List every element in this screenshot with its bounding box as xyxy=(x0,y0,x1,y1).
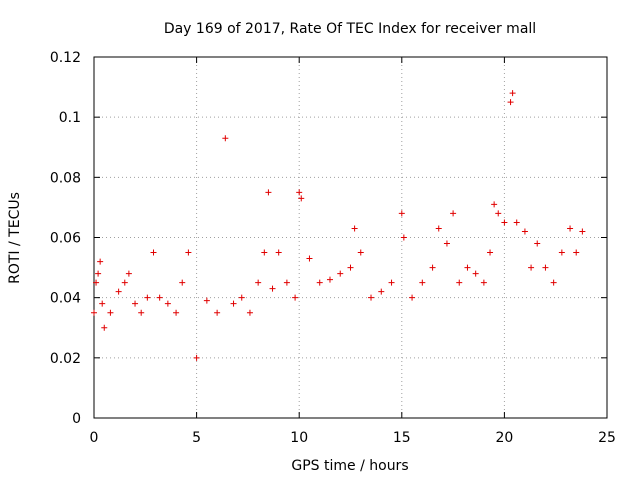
data-point xyxy=(507,99,514,106)
data-point xyxy=(464,264,471,271)
y-tick-label: 0.1 xyxy=(59,110,81,126)
chart-title: Day 169 of 2017, Rate Of TEC Index for r… xyxy=(164,21,536,37)
data-point xyxy=(579,228,586,235)
data-point xyxy=(316,279,323,286)
data-point xyxy=(429,264,436,271)
data-point xyxy=(419,279,426,286)
data-point xyxy=(101,324,108,331)
grid-lines xyxy=(94,57,607,418)
data-point xyxy=(480,279,487,286)
data-point xyxy=(179,279,186,286)
data-points xyxy=(91,90,586,361)
data-point xyxy=(214,309,221,316)
x-tick-label: 10 xyxy=(290,430,308,446)
data-point xyxy=(378,288,385,295)
data-point xyxy=(368,294,375,301)
data-point xyxy=(306,255,313,262)
data-point xyxy=(409,294,416,301)
data-point xyxy=(292,294,299,301)
y-tick-label: 0 xyxy=(72,411,81,427)
data-point xyxy=(567,225,574,232)
data-point xyxy=(255,279,262,286)
y-axis-label: ROTI / TECUs xyxy=(7,192,23,284)
x-tick-label: 15 xyxy=(393,430,411,446)
data-point xyxy=(326,276,333,283)
data-point xyxy=(472,270,479,277)
data-point xyxy=(203,297,210,304)
x-axis-label: GPS time / hours xyxy=(291,458,408,474)
y-tick-label: 0.08 xyxy=(50,170,81,186)
data-point xyxy=(534,240,541,247)
data-point xyxy=(487,249,494,256)
data-point xyxy=(222,135,229,142)
data-point xyxy=(150,249,157,256)
x-tick-label: 0 xyxy=(90,430,99,446)
data-point xyxy=(509,90,516,97)
data-point xyxy=(132,300,139,307)
data-point xyxy=(156,294,163,301)
data-point xyxy=(435,225,442,232)
data-point xyxy=(265,189,272,196)
data-point xyxy=(91,309,97,316)
data-point xyxy=(125,270,132,277)
y-tick-label: 0.12 xyxy=(50,50,81,66)
data-point xyxy=(246,309,253,316)
data-point xyxy=(521,228,528,235)
data-point xyxy=(298,195,305,202)
data-point xyxy=(501,219,508,226)
data-point xyxy=(351,225,358,232)
data-point xyxy=(97,258,104,265)
data-point xyxy=(443,240,450,247)
data-point xyxy=(107,309,114,316)
data-point xyxy=(93,279,100,286)
data-point xyxy=(275,249,282,256)
data-point xyxy=(337,270,344,277)
data-point xyxy=(558,249,565,256)
data-point xyxy=(238,294,245,301)
data-point xyxy=(115,288,122,295)
data-point xyxy=(173,309,180,316)
data-point xyxy=(121,279,128,286)
data-point xyxy=(269,285,276,292)
data-point xyxy=(347,264,354,271)
data-point xyxy=(261,249,268,256)
data-point xyxy=(573,249,580,256)
data-point xyxy=(491,201,498,208)
data-point xyxy=(193,354,200,361)
y-tick-label: 0.06 xyxy=(50,231,81,247)
data-point xyxy=(495,210,502,217)
data-point xyxy=(95,270,102,277)
data-point xyxy=(550,279,557,286)
data-point xyxy=(283,279,290,286)
y-axis-ticks: 0 0.02 0.04 0.06 0.08 0.1 0.12 xyxy=(50,50,607,427)
data-point xyxy=(388,279,395,286)
y-tick-label: 0.04 xyxy=(50,291,81,307)
data-point xyxy=(513,219,520,226)
x-tick-label: 5 xyxy=(192,430,201,446)
data-point xyxy=(456,279,463,286)
data-point xyxy=(400,234,407,241)
x-tick-label: 25 xyxy=(598,430,616,446)
data-point xyxy=(164,300,171,307)
x-axis-ticks: 0 5 10 15 20 25 xyxy=(90,57,616,446)
data-point xyxy=(357,249,364,256)
data-point xyxy=(528,264,535,271)
data-point xyxy=(230,300,237,307)
x-tick-label: 20 xyxy=(495,430,513,446)
data-point xyxy=(450,210,457,217)
data-point xyxy=(99,300,106,307)
data-point xyxy=(542,264,549,271)
data-point xyxy=(185,249,192,256)
data-point xyxy=(398,210,405,217)
data-point xyxy=(144,294,151,301)
data-point xyxy=(296,189,303,196)
y-tick-label: 0.02 xyxy=(50,351,81,367)
data-point xyxy=(138,309,145,316)
